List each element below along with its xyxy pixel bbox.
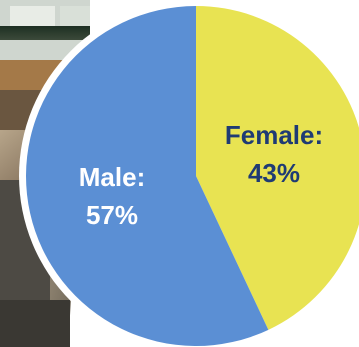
slice-value-0: 43% [248,158,300,188]
pie-slice-1 [26,6,269,346]
slice-label-0: Female: [225,120,323,150]
slice-value-1: 57% [86,200,138,230]
pie-slice-0 [196,6,359,330]
slice-label-1: Male: [79,162,145,192]
